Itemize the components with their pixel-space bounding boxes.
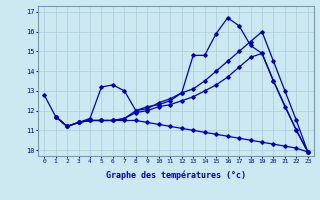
X-axis label: Graphe des températures (°c): Graphe des températures (°c) <box>106 170 246 180</box>
